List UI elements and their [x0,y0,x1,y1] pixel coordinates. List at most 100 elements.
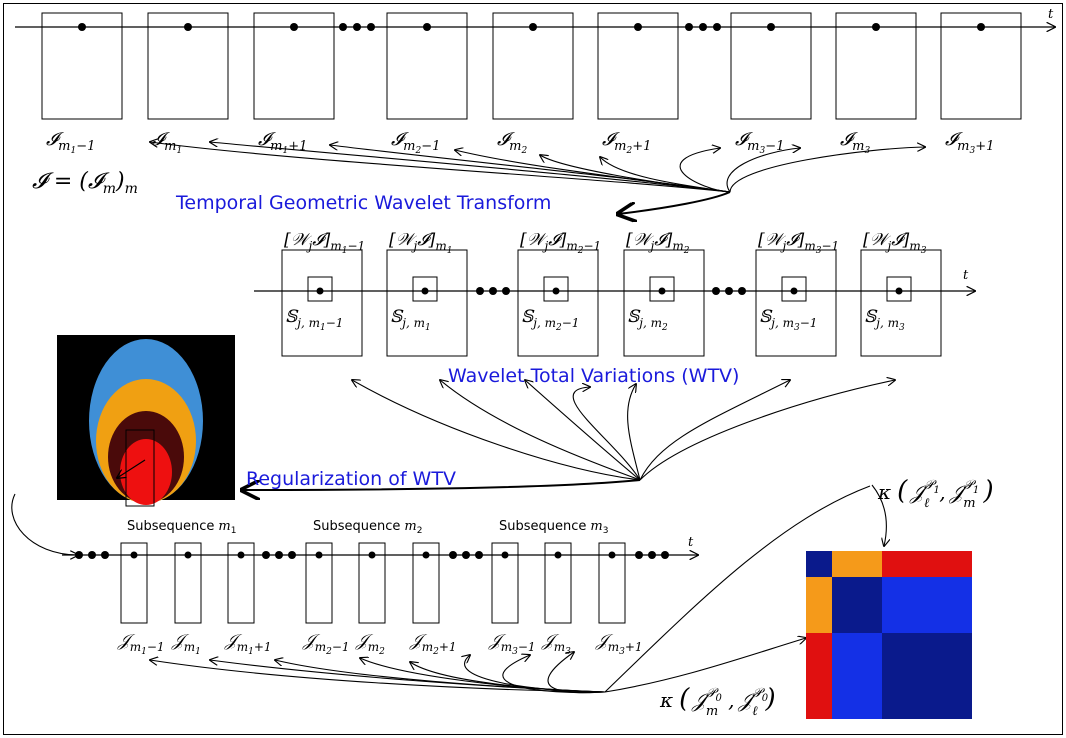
segment-red [120,439,172,505]
subsequence-ellipsis-dot [88,551,96,559]
heat-cell-orange-left [806,577,832,633]
support-label: 𝕊j, m1−1 [285,307,343,333]
top-frame-box [386,12,468,120]
wavelet-frame-box [623,249,705,357]
subsequence-frame-label: 𝒥m3+1 [595,631,643,657]
subsequence-frame-label: 𝒥m3−1 [488,631,536,657]
kernel-bottom-label: κ(𝒥𝒫0 m, 𝒥𝒫0 ℓ) [659,684,776,719]
wavelet-ellipsis-dot [712,287,720,295]
wavelet-frame-point [895,287,903,295]
subsequence-frame-box [491,542,519,624]
top-frame-box [492,12,574,120]
wavelet-ellipsis-dot [502,287,510,295]
wavelet-support-box [543,276,569,302]
subsequence-title: Subsequence m3 [499,519,608,536]
top-frame-point [767,23,775,31]
wavelet-frame-box [386,249,468,357]
subsequence-frame-label: 𝒥m1+1 [224,631,272,657]
top-frame-label: 𝓘m3+1 [945,129,994,156]
wavelet-frame-box [281,249,363,357]
wtv-arrows [242,380,895,490]
subsequence-frame-label: 𝒥m1−1 [117,631,165,657]
subsequence-frame-box [120,542,148,624]
top-frame-point [529,23,537,31]
subsequence-frame-label: 𝒥m2 [355,631,385,657]
subsequence-frame-point [554,551,562,559]
top-frame-label: 𝓘m3−1 [735,129,784,156]
top-frame-point [872,23,880,31]
top-ellipsis-dot [353,23,361,31]
kernel-heatmap [806,551,972,719]
wavelet-frame-box [517,249,599,357]
top-frame-point [423,23,431,31]
heat-cell-navy-top [806,551,832,577]
subsequence-ellipsis-dot [648,551,656,559]
support-label: 𝕊j, m1 [390,307,431,333]
subsequence-ellipsis-dot [262,551,270,559]
top-frame-label: 𝓘m2−1 [391,129,440,156]
subsequence-frame-box [544,542,572,624]
wavelet-frame-box [860,249,942,357]
wavelet-frame-label: [𝒲j𝓘]m3−1 [758,230,839,256]
support-label: 𝕊j, m2−1 [521,307,579,333]
subsequence-ellipsis-dot [75,551,83,559]
heat-cell-blue-bottom [832,633,882,719]
subsequence-frame-box [358,542,386,624]
wavelet-support-box [307,276,333,302]
bottom-sequence: t Subsequence m1 Subsequence m2 Subsequence m… [62,519,698,657]
wavelet-ellipsis-dot [476,287,484,295]
heat-cell-blue-right [882,577,972,633]
support-label: 𝕊j, m2 [627,307,668,333]
heat-cell-orange-top [832,551,882,577]
regularization-label: Regularization of WTV [246,468,456,490]
top-frame-point [977,23,985,31]
outer-border [3,3,1063,735]
subsequence-frame-box [227,542,255,624]
wavelet-sequence: t [𝒲j𝓘]m1−1 𝕊j, m1−1 [𝒲j𝓘]m1 𝕊j, m1 [𝒲j𝓘]m2−… [254,230,975,357]
kernel-arrows [150,484,886,694]
subsequence-ellipsis-dot [661,551,669,559]
subsequence-frame-box [305,542,333,624]
subsequence-frame-box [174,542,202,624]
top-ellipsis-dot [339,23,347,31]
wavelet-frame-box [755,249,837,357]
subsequence-title: Subsequence m1 [127,519,236,536]
wavelet-ellipsis-dot [725,287,733,295]
bottom-axis-label: t [688,535,694,550]
subsequence-frame-point [237,551,245,559]
segmentation-image [11,335,235,555]
top-frame-box [730,12,812,120]
top-frame-label: 𝓘m1+1 [258,129,307,156]
subsequence-frame-label: 𝒥m3 [541,631,571,657]
top-frame-label: 𝓘m1−1 [46,129,95,156]
top-frame-box [597,12,679,120]
sequence-definition: 𝓘 = (𝓘m)m [32,169,138,197]
support-label: 𝕊j, m3 [864,307,905,333]
tgwt-arrows [150,142,925,214]
top-frame-box [147,12,229,120]
subsequence-ellipsis-dot [288,551,296,559]
top-frame-box [835,12,917,120]
wavelet-frame-label: [𝒲j𝓘]m2−1 [520,230,601,256]
subsequence-frame-label: 𝒥m1 [171,631,201,657]
wavelet-axis-label: t [963,268,969,283]
subsequence-ellipsis-dot [101,551,109,559]
top-ellipsis-dot [699,23,707,31]
top-frame-point [78,23,86,31]
top-frame-point [184,23,192,31]
top-frame-point [290,23,298,31]
subsequence-frame-point [184,551,192,559]
heat-cell-red-top [882,551,972,577]
wavelet-frame-label: [𝒲j𝓘]m3 [863,230,927,256]
wavelet-frame-label: [𝒲j𝓘]m2 [626,230,690,256]
wtv-label: Wavelet Total Variations (WTV) [448,365,739,387]
subsequence-frame-point [422,551,430,559]
wavelet-frame-label: [𝒲j𝓘]m1−1 [284,230,365,256]
wavelet-frame-point [421,287,429,295]
subsequence-frame-box [598,542,626,624]
subsequence-frame-point [501,551,509,559]
top-ellipsis-dot [713,23,721,31]
top-ellipsis-dot [685,23,693,31]
